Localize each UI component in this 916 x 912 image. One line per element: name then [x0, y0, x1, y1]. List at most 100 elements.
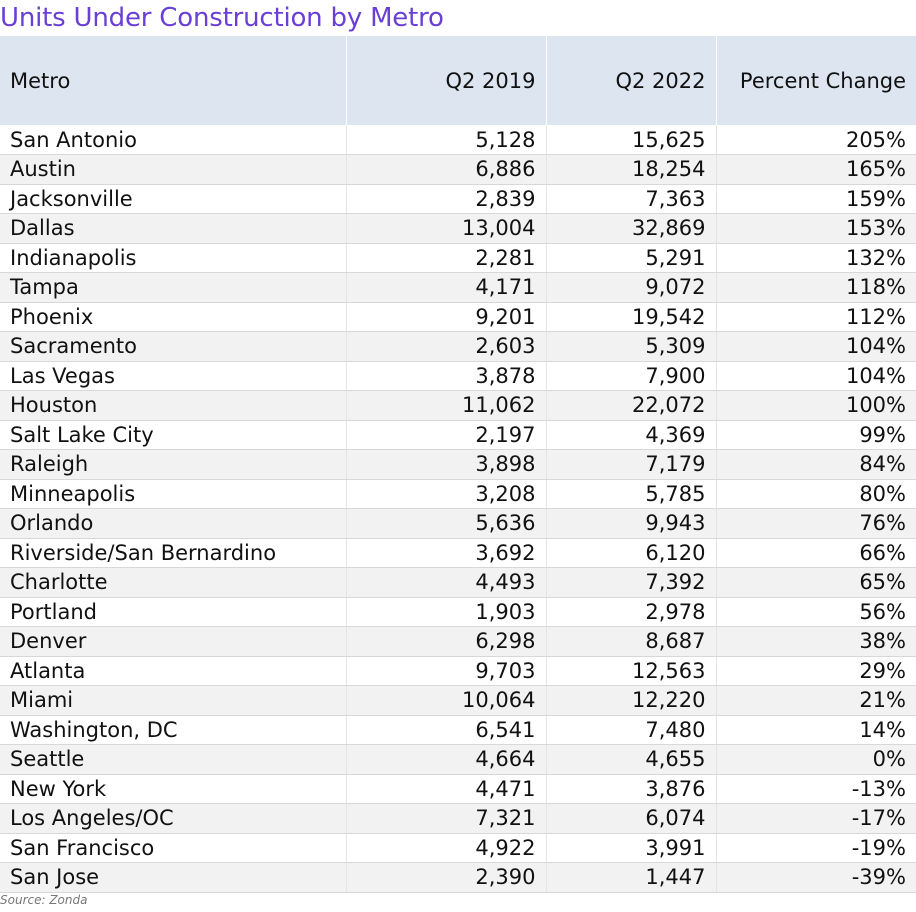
q2-2022-cell: 22,072 [546, 390, 717, 421]
metro-cell: Indianapolis [0, 243, 347, 273]
data-table: Metro Q2 2019 Q2 2022 Percent Change San… [0, 36, 916, 893]
table-row: Raleigh 3,898 7,179 84% [0, 449, 916, 480]
percent-change-cell: 80% [716, 479, 916, 509]
metro-cell: Houston [0, 390, 347, 421]
table-row: Denver 6,298 8,687 38% [0, 626, 916, 657]
q2-2022-cell: 9,072 [546, 272, 717, 303]
q2-2022-cell: 5,785 [546, 479, 717, 509]
q2-2019-cell: 2,281 [346, 243, 547, 273]
q2-2022-cell: 8,687 [546, 626, 717, 657]
metro-cell: San Francisco [0, 833, 347, 863]
metro-cell: San Jose [0, 862, 347, 893]
q2-2022-cell: 4,655 [546, 744, 717, 775]
column-header-metro: Metro [0, 36, 347, 125]
metro-cell: Dallas [0, 213, 347, 244]
percent-change-cell: -17% [716, 803, 916, 834]
table-row: Las Vegas 3,878 7,900 104% [0, 361, 916, 391]
q2-2019-cell: 5,636 [346, 508, 547, 539]
q2-2022-cell: 1,447 [546, 862, 717, 893]
table-row: Orlando 5,636 9,943 76% [0, 508, 916, 539]
percent-change-cell: -13% [716, 774, 916, 804]
metro-cell: Miami [0, 685, 347, 716]
q2-2019-cell: 2,390 [346, 862, 547, 893]
q2-2019-cell: 4,664 [346, 744, 547, 775]
chart-title: Units Under Construction by Metro [0, 3, 444, 33]
q2-2022-cell: 7,363 [546, 184, 717, 214]
table-row: Salt Lake City 2,197 4,369 99% [0, 420, 916, 450]
q2-2022-cell: 12,220 [546, 685, 717, 716]
q2-2019-cell: 2,603 [346, 331, 547, 362]
table-row: San Antonio 5,128 15,625 205% [0, 125, 916, 155]
percent-change-cell: 14% [716, 715, 916, 745]
table-row: Seattle 4,664 4,655 0% [0, 744, 916, 775]
percent-change-cell: 159% [716, 184, 916, 214]
column-header-percent-change: Percent Change [716, 36, 916, 125]
metro-cell: Riverside/San Bernardino [0, 538, 347, 568]
table-row: Washington, DC 6,541 7,480 14% [0, 715, 916, 745]
table-header: Metro Q2 2019 Q2 2022 Percent Change [0, 36, 916, 125]
metro-cell: Denver [0, 626, 347, 657]
q2-2022-cell: 6,074 [546, 803, 717, 834]
percent-change-cell: 38% [716, 626, 916, 657]
column-header-q2-2019: Q2 2019 [346, 36, 547, 125]
metro-cell: Portland [0, 597, 347, 627]
q2-2019-cell: 6,298 [346, 626, 547, 657]
q2-2022-cell: 19,542 [546, 302, 717, 332]
q2-2019-cell: 3,692 [346, 538, 547, 568]
table-row: San Jose 2,390 1,447 -39% [0, 862, 916, 893]
table-row: Los Angeles/OC 7,321 6,074 -17% [0, 803, 916, 834]
q2-2022-cell: 7,179 [546, 449, 717, 480]
percent-change-cell: 153% [716, 213, 916, 244]
metro-cell: Washington, DC [0, 715, 347, 745]
q2-2019-cell: 5,128 [346, 125, 547, 155]
header-row: Metro Q2 2019 Q2 2022 Percent Change [0, 36, 916, 125]
q2-2019-cell: 10,064 [346, 685, 547, 716]
q2-2022-cell: 7,480 [546, 715, 717, 745]
percent-change-cell: 118% [716, 272, 916, 303]
table-row: Atlanta 9,703 12,563 29% [0, 656, 916, 686]
metro-cell: Austin [0, 154, 347, 185]
q2-2022-cell: 5,309 [546, 331, 717, 362]
q2-2019-cell: 3,208 [346, 479, 547, 509]
q2-2022-cell: 12,563 [546, 656, 717, 686]
table-row: Minneapolis 3,208 5,785 80% [0, 479, 916, 509]
column-header-q2-2022: Q2 2022 [546, 36, 717, 125]
percent-change-cell: 65% [716, 567, 916, 598]
metro-cell: San Antonio [0, 125, 347, 155]
table-row: Riverside/San Bernardino 3,692 6,120 66% [0, 538, 916, 568]
percent-change-cell: 84% [716, 449, 916, 480]
metro-cell: Jacksonville [0, 184, 347, 214]
table-row: Tampa 4,171 9,072 118% [0, 272, 916, 303]
q2-2022-cell: 32,869 [546, 213, 717, 244]
q2-2022-cell: 15,625 [546, 125, 717, 155]
q2-2019-cell: 2,197 [346, 420, 547, 450]
table-row: San Francisco 4,922 3,991 -19% [0, 833, 916, 863]
percent-change-cell: 56% [716, 597, 916, 627]
q2-2022-cell: 6,120 [546, 538, 717, 568]
table-body: San Antonio 5,128 15,625 205% Austin 6,886 18,… [0, 125, 916, 893]
q2-2022-cell: 5,291 [546, 243, 717, 273]
percent-change-cell: 205% [716, 125, 916, 155]
q2-2022-cell: 7,392 [546, 567, 717, 598]
q2-2019-cell: 9,703 [346, 656, 547, 686]
percent-change-cell: 0% [716, 744, 916, 775]
percent-change-cell: 165% [716, 154, 916, 185]
q2-2019-cell: 3,898 [346, 449, 547, 480]
metro-cell: Sacramento [0, 331, 347, 362]
q2-2019-cell: 2,839 [346, 184, 547, 214]
metro-cell: Raleigh [0, 449, 347, 480]
metro-cell: Seattle [0, 744, 347, 775]
percent-change-cell: 99% [716, 420, 916, 450]
metro-cell: Atlanta [0, 656, 347, 686]
q2-2022-cell: 3,991 [546, 833, 717, 863]
q2-2019-cell: 6,886 [346, 154, 547, 185]
percent-change-cell: 112% [716, 302, 916, 332]
metro-cell: Las Vegas [0, 361, 347, 391]
metro-cell: Charlotte [0, 567, 347, 598]
percent-change-cell: -39% [716, 862, 916, 893]
percent-change-cell: -19% [716, 833, 916, 863]
q2-2019-cell: 13,004 [346, 213, 547, 244]
percent-change-cell: 104% [716, 331, 916, 362]
q2-2019-cell: 4,922 [346, 833, 547, 863]
metro-cell: Orlando [0, 508, 347, 539]
